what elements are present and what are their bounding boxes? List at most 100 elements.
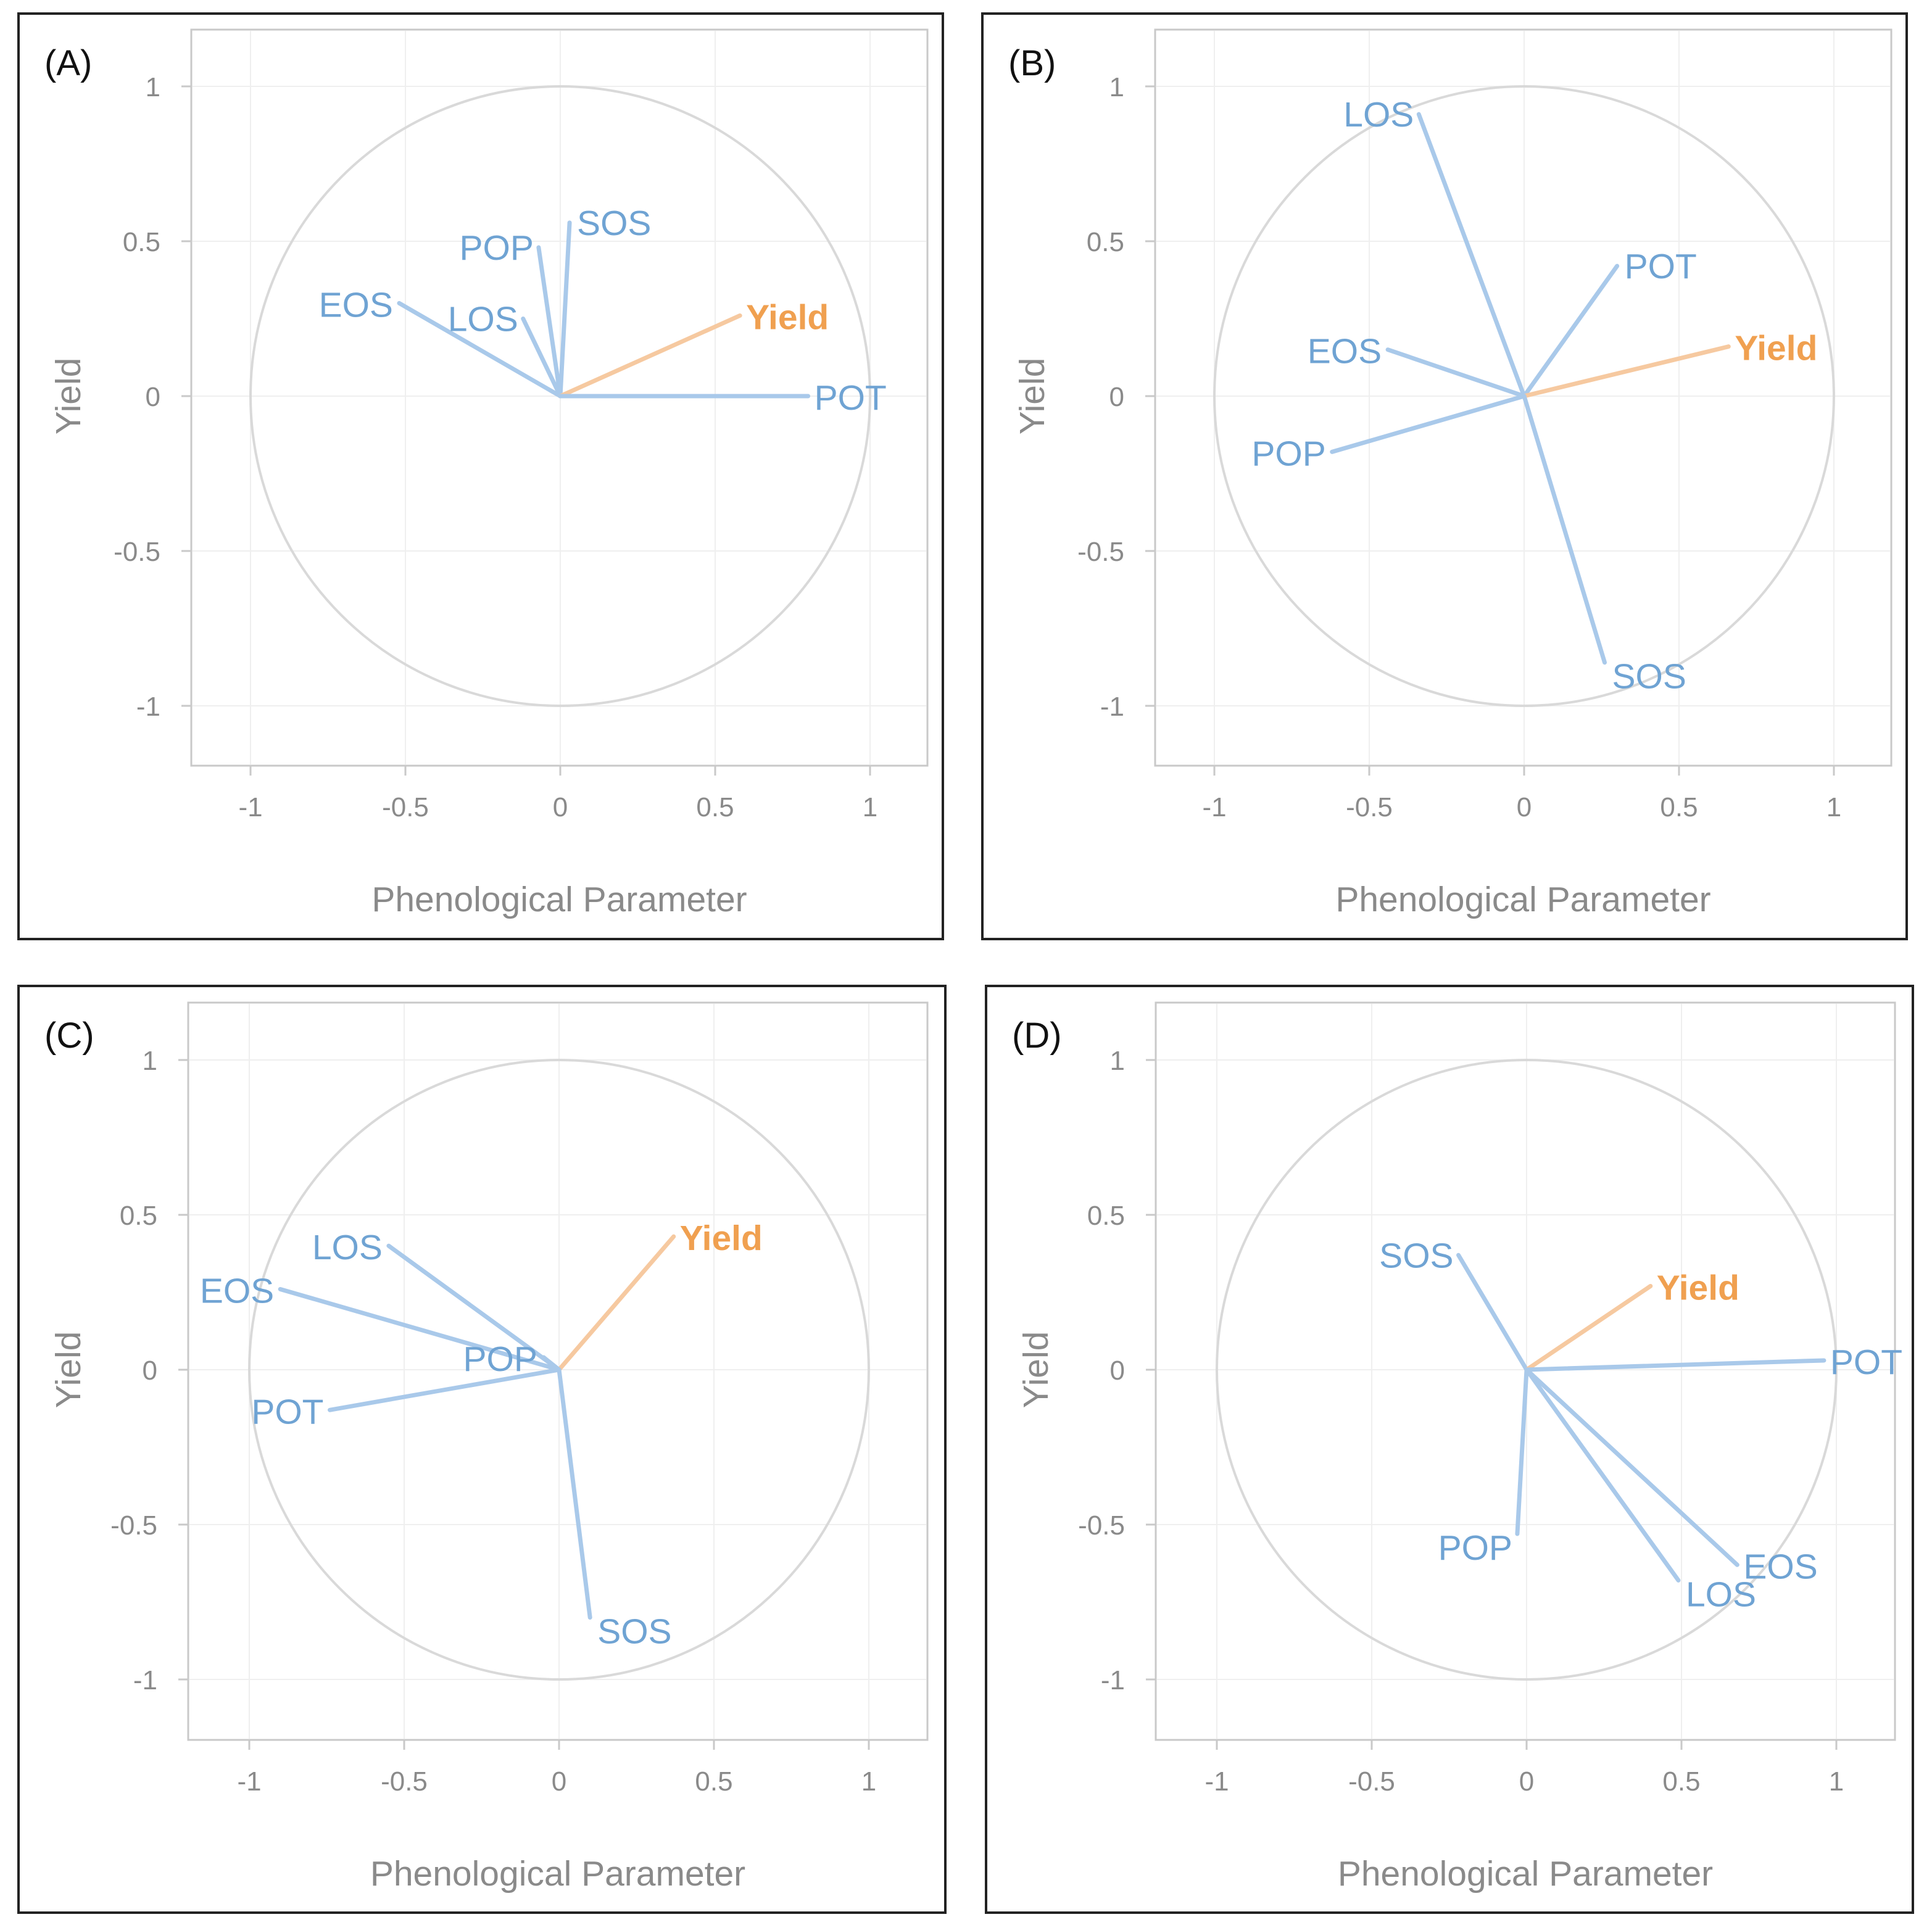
vector-label-yield: Yield — [746, 297, 829, 337]
vector-pop — [541, 1355, 562, 1372]
vector-sos — [1522, 394, 1607, 665]
vector-label-eos: EOS — [319, 285, 393, 325]
vector-label-pop: POP — [1438, 1528, 1512, 1568]
vector-pot — [1522, 263, 1620, 399]
vector-label-sos: SOS — [597, 1612, 671, 1652]
panel-label: (D) — [1012, 1016, 1062, 1056]
x-tick-label: 0.5 — [695, 1766, 732, 1797]
y-tick-label: 0.5 — [120, 1201, 157, 1231]
y-tick-label: 0 — [146, 382, 160, 412]
vector-label-pop: POP — [463, 1339, 537, 1379]
vector-yield — [1522, 344, 1731, 399]
y-tick-label: 0.5 — [1087, 227, 1124, 257]
vector-label-sos: SOS — [1612, 657, 1686, 697]
x-tick-label: 0.5 — [1662, 1766, 1700, 1797]
y-tick-label: 1 — [146, 72, 160, 102]
vector-label-yield: Yield — [1735, 329, 1817, 368]
y-tick-label: -1 — [133, 1665, 157, 1695]
x-tick-label: 0 — [553, 792, 568, 822]
vector-label-pot: POT — [1625, 247, 1697, 286]
vector-los — [521, 317, 563, 399]
vector-label-los: LOS — [1343, 95, 1414, 135]
panel-a: (A) -1 1 -0.5 0.5 0 0 0.5 -0.5 1 -1 Phenological Pa… — [17, 12, 944, 940]
vector-sos — [557, 1367, 592, 1620]
x-axis-label: Phenological Parameter — [371, 880, 747, 919]
x-tick-label: 1 — [1826, 792, 1841, 822]
vector-label-pot: POT — [251, 1392, 323, 1431]
x-tick-label: 0 — [1519, 1766, 1534, 1797]
x-axis-label: Phenological Parameter — [1335, 880, 1710, 919]
vector-yield — [558, 313, 742, 399]
vector-los — [386, 1243, 562, 1372]
unit-circle — [249, 85, 871, 707]
unit-circle — [1216, 1059, 1838, 1681]
x-tick-label: 1 — [863, 792, 877, 822]
x-tick-label: -0.5 — [381, 1766, 428, 1797]
vector-label-pot: POT — [1830, 1343, 1902, 1382]
y-tick-label: 0 — [1110, 1356, 1125, 1386]
panel-label: (C) — [44, 1016, 94, 1056]
unit-circle — [248, 1059, 870, 1681]
x-axis-label: Phenological Parameter — [1338, 1854, 1713, 1894]
vector-pop — [536, 245, 563, 399]
vector-eos — [278, 1286, 562, 1372]
vector-pop — [1330, 394, 1527, 454]
y-axis-label: Yield — [49, 1331, 88, 1409]
vector-label-yield: Yield — [680, 1219, 763, 1258]
x-tick-label: -1 — [237, 1766, 261, 1797]
y-tick-label: -1 — [136, 692, 160, 722]
panel-b: (B) -1 1 -0.5 0.5 0 0 0.5 -0.5 1 -1 Phenological Pa… — [981, 12, 1908, 940]
vector-label-sos: SOS — [577, 204, 651, 243]
vector-pop — [1515, 1367, 1529, 1536]
vector-label-eos: EOS — [200, 1271, 274, 1310]
vector-los — [1416, 112, 1527, 399]
x-tick-label: 0.5 — [1660, 792, 1698, 822]
vector-yield — [557, 1234, 676, 1372]
y-tick-label: -1 — [1100, 692, 1124, 722]
vector-label-eos: EOS — [1743, 1547, 1817, 1586]
y-tick-label: -0.5 — [110, 1510, 157, 1541]
x-tick-label: -1 — [1202, 792, 1226, 822]
y-tick-label: 0 — [143, 1356, 157, 1386]
y-tick-label: 0.5 — [123, 227, 160, 257]
vector-pot — [328, 1367, 562, 1412]
panel-label: (A) — [44, 43, 92, 83]
panel-d: (D) -1 1 -0.5 0.5 0 0 0.5 -0.5 1 -1 Phenological Pa… — [985, 985, 1914, 1914]
x-tick-label: -0.5 — [1348, 1766, 1395, 1797]
vector-sos — [1456, 1252, 1529, 1372]
y-axis-label: Yield — [49, 358, 88, 435]
x-tick-label: 0 — [552, 1766, 566, 1797]
x-tick-label: -1 — [238, 792, 262, 822]
vector-label-los: LOS — [448, 300, 518, 339]
vector-yield — [1524, 1283, 1653, 1372]
vector-label-pop: POP — [459, 228, 533, 268]
x-tick-label: 1 — [861, 1766, 876, 1797]
vector-label-pot: POT — [815, 378, 887, 418]
vector-eos — [1524, 1367, 1739, 1567]
vector-los — [1524, 1367, 1681, 1583]
y-tick-label: -0.5 — [1078, 1510, 1125, 1541]
x-tick-label: 0.5 — [696, 792, 734, 822]
y-tick-label: 0.5 — [1087, 1201, 1125, 1231]
y-tick-label: -0.5 — [114, 537, 160, 567]
x-tick-label: -0.5 — [382, 792, 429, 822]
x-tick-label: -0.5 — [1346, 792, 1393, 822]
vector-sos — [558, 220, 572, 399]
y-axis-label: Yield — [1013, 358, 1052, 435]
x-tick-label: 0 — [1517, 792, 1532, 822]
y-tick-label: -1 — [1101, 1665, 1125, 1695]
y-tick-label: 1 — [1109, 72, 1124, 102]
y-tick-label: 0 — [1109, 382, 1124, 412]
vector-label-yield: Yield — [1657, 1268, 1739, 1307]
vector-eos — [1385, 347, 1527, 399]
unit-circle — [1213, 85, 1835, 707]
y-axis-label: Yield — [1016, 1331, 1056, 1409]
y-tick-label: -0.5 — [1077, 537, 1124, 567]
vector-pot — [1524, 1358, 1826, 1372]
y-tick-label: 1 — [1110, 1046, 1125, 1076]
vector-label-los: LOS — [312, 1228, 383, 1267]
y-tick-label: 1 — [143, 1046, 157, 1076]
panel-label: (B) — [1008, 43, 1056, 83]
